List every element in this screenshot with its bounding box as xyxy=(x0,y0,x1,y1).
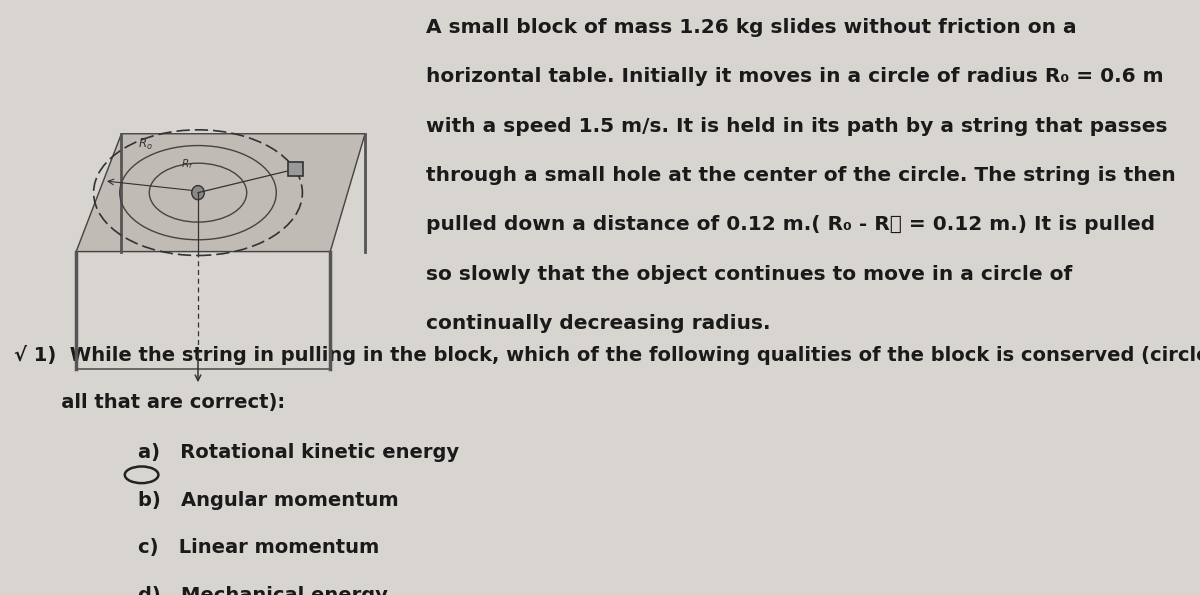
Polygon shape xyxy=(77,134,365,252)
Text: c)   Linear momentum: c) Linear momentum xyxy=(138,538,379,558)
Text: continually decreasing radius.: continually decreasing radius. xyxy=(426,314,770,333)
Text: √ 1)  While the string in pulling in the block, which of the following qualities: √ 1) While the string in pulling in the … xyxy=(14,345,1200,365)
Text: d)   Mechanical energy: d) Mechanical energy xyxy=(138,586,388,595)
Text: horizontal table. Initially it moves in a circle of radius R₀ = 0.6 m: horizontal table. Initially it moves in … xyxy=(426,67,1164,86)
FancyBboxPatch shape xyxy=(288,162,304,176)
Text: b)   Angular momentum: b) Angular momentum xyxy=(138,491,398,510)
Text: with a speed 1.5 m/s. It is held in its path by a string that passes: with a speed 1.5 m/s. It is held in its … xyxy=(426,117,1168,136)
Circle shape xyxy=(192,186,204,200)
Text: pulled down a distance of 0.12 m.( R₀ - R⁦ = 0.12 m.) It is pulled: pulled down a distance of 0.12 m.( R₀ - … xyxy=(426,215,1156,234)
Text: $R_f$: $R_f$ xyxy=(181,157,194,171)
Text: through a small hole at the center of the circle. The string is then: through a small hole at the center of th… xyxy=(426,166,1176,185)
Text: A small block of mass 1.26 kg slides without friction on a: A small block of mass 1.26 kg slides wit… xyxy=(426,18,1076,37)
Text: a)   Rotational kinetic energy: a) Rotational kinetic energy xyxy=(138,443,460,462)
Text: all that are correct):: all that are correct): xyxy=(14,393,286,412)
Text: $R_o$: $R_o$ xyxy=(138,136,154,152)
Text: so slowly that the object continues to move in a circle of: so slowly that the object continues to m… xyxy=(426,265,1073,284)
